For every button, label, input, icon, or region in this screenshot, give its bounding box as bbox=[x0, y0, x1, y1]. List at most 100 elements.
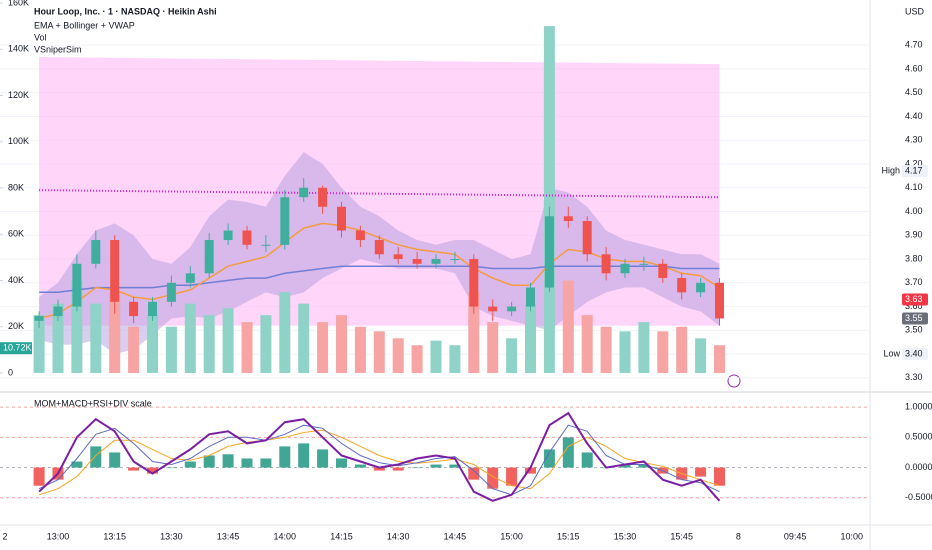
volume-bar bbox=[468, 292, 480, 373]
histogram-bar bbox=[203, 455, 215, 468]
histogram-bar bbox=[619, 464, 631, 468]
candle-body bbox=[450, 259, 460, 261]
indicator-label: VSniperSim bbox=[34, 44, 82, 54]
x-tick-label: 2 bbox=[2, 531, 7, 541]
candle-body bbox=[280, 197, 290, 245]
x-tick-label: 09:45 bbox=[784, 531, 807, 541]
candle-body bbox=[544, 216, 554, 288]
price-tag-name: Low bbox=[883, 348, 900, 358]
histogram-bar bbox=[222, 454, 234, 468]
candle-body bbox=[715, 282, 724, 319]
volume-bar bbox=[128, 326, 140, 373]
y2-tick-label: 40K bbox=[8, 275, 24, 285]
y2-tick-label: 100K bbox=[8, 136, 29, 146]
y-tick-label: 3.50 bbox=[905, 325, 923, 335]
y-tick-label: 4.60 bbox=[905, 63, 923, 73]
candle-body bbox=[242, 230, 252, 245]
y-tick-label: 3.90 bbox=[905, 230, 923, 240]
histogram-bar bbox=[638, 464, 650, 468]
x-tick-label: 10:00 bbox=[841, 531, 864, 541]
histogram-bar bbox=[184, 461, 196, 468]
x-tick-label: 14:15 bbox=[330, 531, 353, 541]
candle-body bbox=[658, 263, 668, 279]
y2-tick-label: 140K bbox=[8, 44, 29, 54]
volume-bar bbox=[676, 326, 688, 373]
histogram-bar bbox=[562, 437, 574, 468]
candle-body bbox=[488, 306, 498, 312]
histogram-bar bbox=[336, 458, 347, 468]
histogram-bar bbox=[506, 467, 518, 486]
session-icon bbox=[727, 374, 741, 388]
candle-body bbox=[431, 259, 441, 264]
candle-body bbox=[34, 316, 44, 321]
volume-bar bbox=[600, 326, 612, 373]
volume-bar bbox=[33, 315, 45, 373]
volume-bar bbox=[714, 345, 725, 373]
volume-bar bbox=[562, 280, 574, 373]
histogram-bar bbox=[695, 467, 707, 477]
y2-tick-label: 20K bbox=[8, 321, 24, 331]
candle-body bbox=[91, 240, 101, 264]
y-tick-label: 3.80 bbox=[905, 253, 923, 263]
volume-bar bbox=[222, 308, 234, 373]
candle-body bbox=[299, 187, 309, 198]
currency-label: USD bbox=[905, 6, 925, 16]
volume-bar bbox=[203, 315, 215, 373]
y2-tick-label: 60K bbox=[8, 229, 24, 239]
volume-bar bbox=[373, 331, 385, 373]
y-tick-label: 3.70 bbox=[905, 277, 923, 287]
y-tick-label: 4.70 bbox=[905, 40, 923, 50]
volume-bar bbox=[260, 315, 272, 373]
candle-body bbox=[261, 244, 271, 246]
volume-bar bbox=[392, 338, 404, 373]
histogram-bar bbox=[109, 452, 121, 468]
histogram-bar bbox=[147, 467, 158, 474]
volume-bar bbox=[581, 315, 593, 373]
candle-body bbox=[166, 282, 176, 302]
volume-bar bbox=[90, 303, 102, 373]
y-tick-label: 3.60 bbox=[905, 301, 923, 311]
volume-bar bbox=[184, 303, 196, 373]
candle-body bbox=[374, 240, 384, 255]
x-tick-label: 15:45 bbox=[670, 531, 693, 541]
volume-bar bbox=[109, 292, 121, 373]
histogram-bar bbox=[165, 467, 177, 469]
oscillator-line bbox=[38, 429, 720, 496]
x-tick-label: 15:15 bbox=[557, 531, 580, 541]
candle-body bbox=[469, 259, 479, 307]
x-tick-label: 13:30 bbox=[160, 531, 183, 541]
volume-bar bbox=[317, 322, 329, 373]
candle-body bbox=[639, 263, 649, 265]
price-tag bbox=[902, 293, 928, 306]
histogram-bar bbox=[487, 467, 499, 489]
y-tick-label: 4.50 bbox=[905, 87, 923, 97]
y2-tick-label: 120K bbox=[8, 90, 29, 100]
histogram-bar bbox=[525, 467, 536, 474]
oscillator-title: MOM+MACD+RSI+DIV scale bbox=[34, 398, 152, 408]
volume-bar bbox=[147, 315, 158, 373]
volume-bar bbox=[430, 340, 442, 373]
candle-body bbox=[204, 240, 214, 274]
histogram-bar bbox=[543, 449, 555, 468]
y2-tick-label: 80K bbox=[8, 182, 24, 192]
price-tag-label: 4.17 bbox=[905, 165, 923, 175]
price-tag-label: 3.40 bbox=[905, 348, 923, 358]
histogram-bar bbox=[354, 464, 366, 468]
y-tick-label: 4.00 bbox=[905, 206, 923, 216]
price-tag-name: High bbox=[881, 165, 900, 175]
histogram-bar bbox=[430, 464, 442, 468]
y-tick-label: 0.0000 bbox=[905, 462, 932, 472]
x-tick-label: 13:45 bbox=[217, 531, 240, 541]
x-tick-label: 15:00 bbox=[500, 531, 523, 541]
candle-body bbox=[677, 278, 687, 293]
x-tick-label: 14:30 bbox=[387, 531, 410, 541]
oscillator-line bbox=[38, 424, 720, 496]
histogram-bar bbox=[71, 461, 83, 468]
y-tick-label: 1.0000 bbox=[905, 401, 932, 411]
volume-tag bbox=[0, 342, 32, 355]
price-tag-label: 3.63 bbox=[905, 294, 923, 304]
candle-body bbox=[148, 301, 157, 317]
volume-bar bbox=[411, 345, 423, 373]
candle-body bbox=[393, 254, 403, 260]
